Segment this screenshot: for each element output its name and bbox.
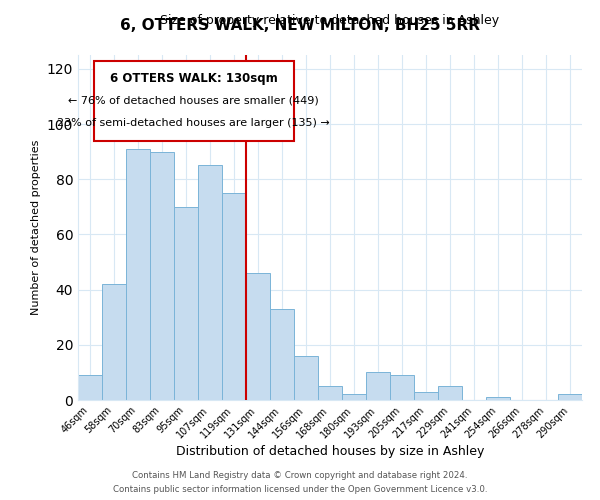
Bar: [558, 394, 582, 400]
FancyBboxPatch shape: [94, 60, 294, 140]
Bar: [486, 397, 510, 400]
Bar: [174, 207, 198, 400]
Bar: [270, 309, 294, 400]
Bar: [342, 394, 366, 400]
Bar: [318, 386, 342, 400]
Title: Size of property relative to detached houses in Ashley: Size of property relative to detached ho…: [160, 14, 500, 28]
Bar: [150, 152, 174, 400]
Bar: [438, 386, 462, 400]
Text: ← 76% of detached houses are smaller (449): ← 76% of detached houses are smaller (44…: [68, 96, 319, 106]
X-axis label: Distribution of detached houses by size in Ashley: Distribution of detached houses by size …: [176, 446, 484, 458]
Y-axis label: Number of detached properties: Number of detached properties: [31, 140, 41, 315]
Bar: [390, 375, 414, 400]
Bar: [246, 273, 270, 400]
Text: Contains HM Land Registry data © Crown copyright and database right 2024.
Contai: Contains HM Land Registry data © Crown c…: [113, 472, 487, 494]
Bar: [126, 149, 150, 400]
Bar: [102, 284, 126, 400]
Text: 6 OTTERS WALK: 130sqm: 6 OTTERS WALK: 130sqm: [110, 72, 278, 85]
Bar: [414, 392, 438, 400]
Bar: [294, 356, 318, 400]
Bar: [78, 375, 102, 400]
Bar: [198, 166, 222, 400]
Bar: [366, 372, 390, 400]
Text: 23% of semi-detached houses are larger (135) →: 23% of semi-detached houses are larger (…: [58, 118, 330, 128]
Bar: [222, 193, 246, 400]
Text: 6, OTTERS WALK, NEW MILTON, BH25 5RR: 6, OTTERS WALK, NEW MILTON, BH25 5RR: [120, 18, 480, 32]
